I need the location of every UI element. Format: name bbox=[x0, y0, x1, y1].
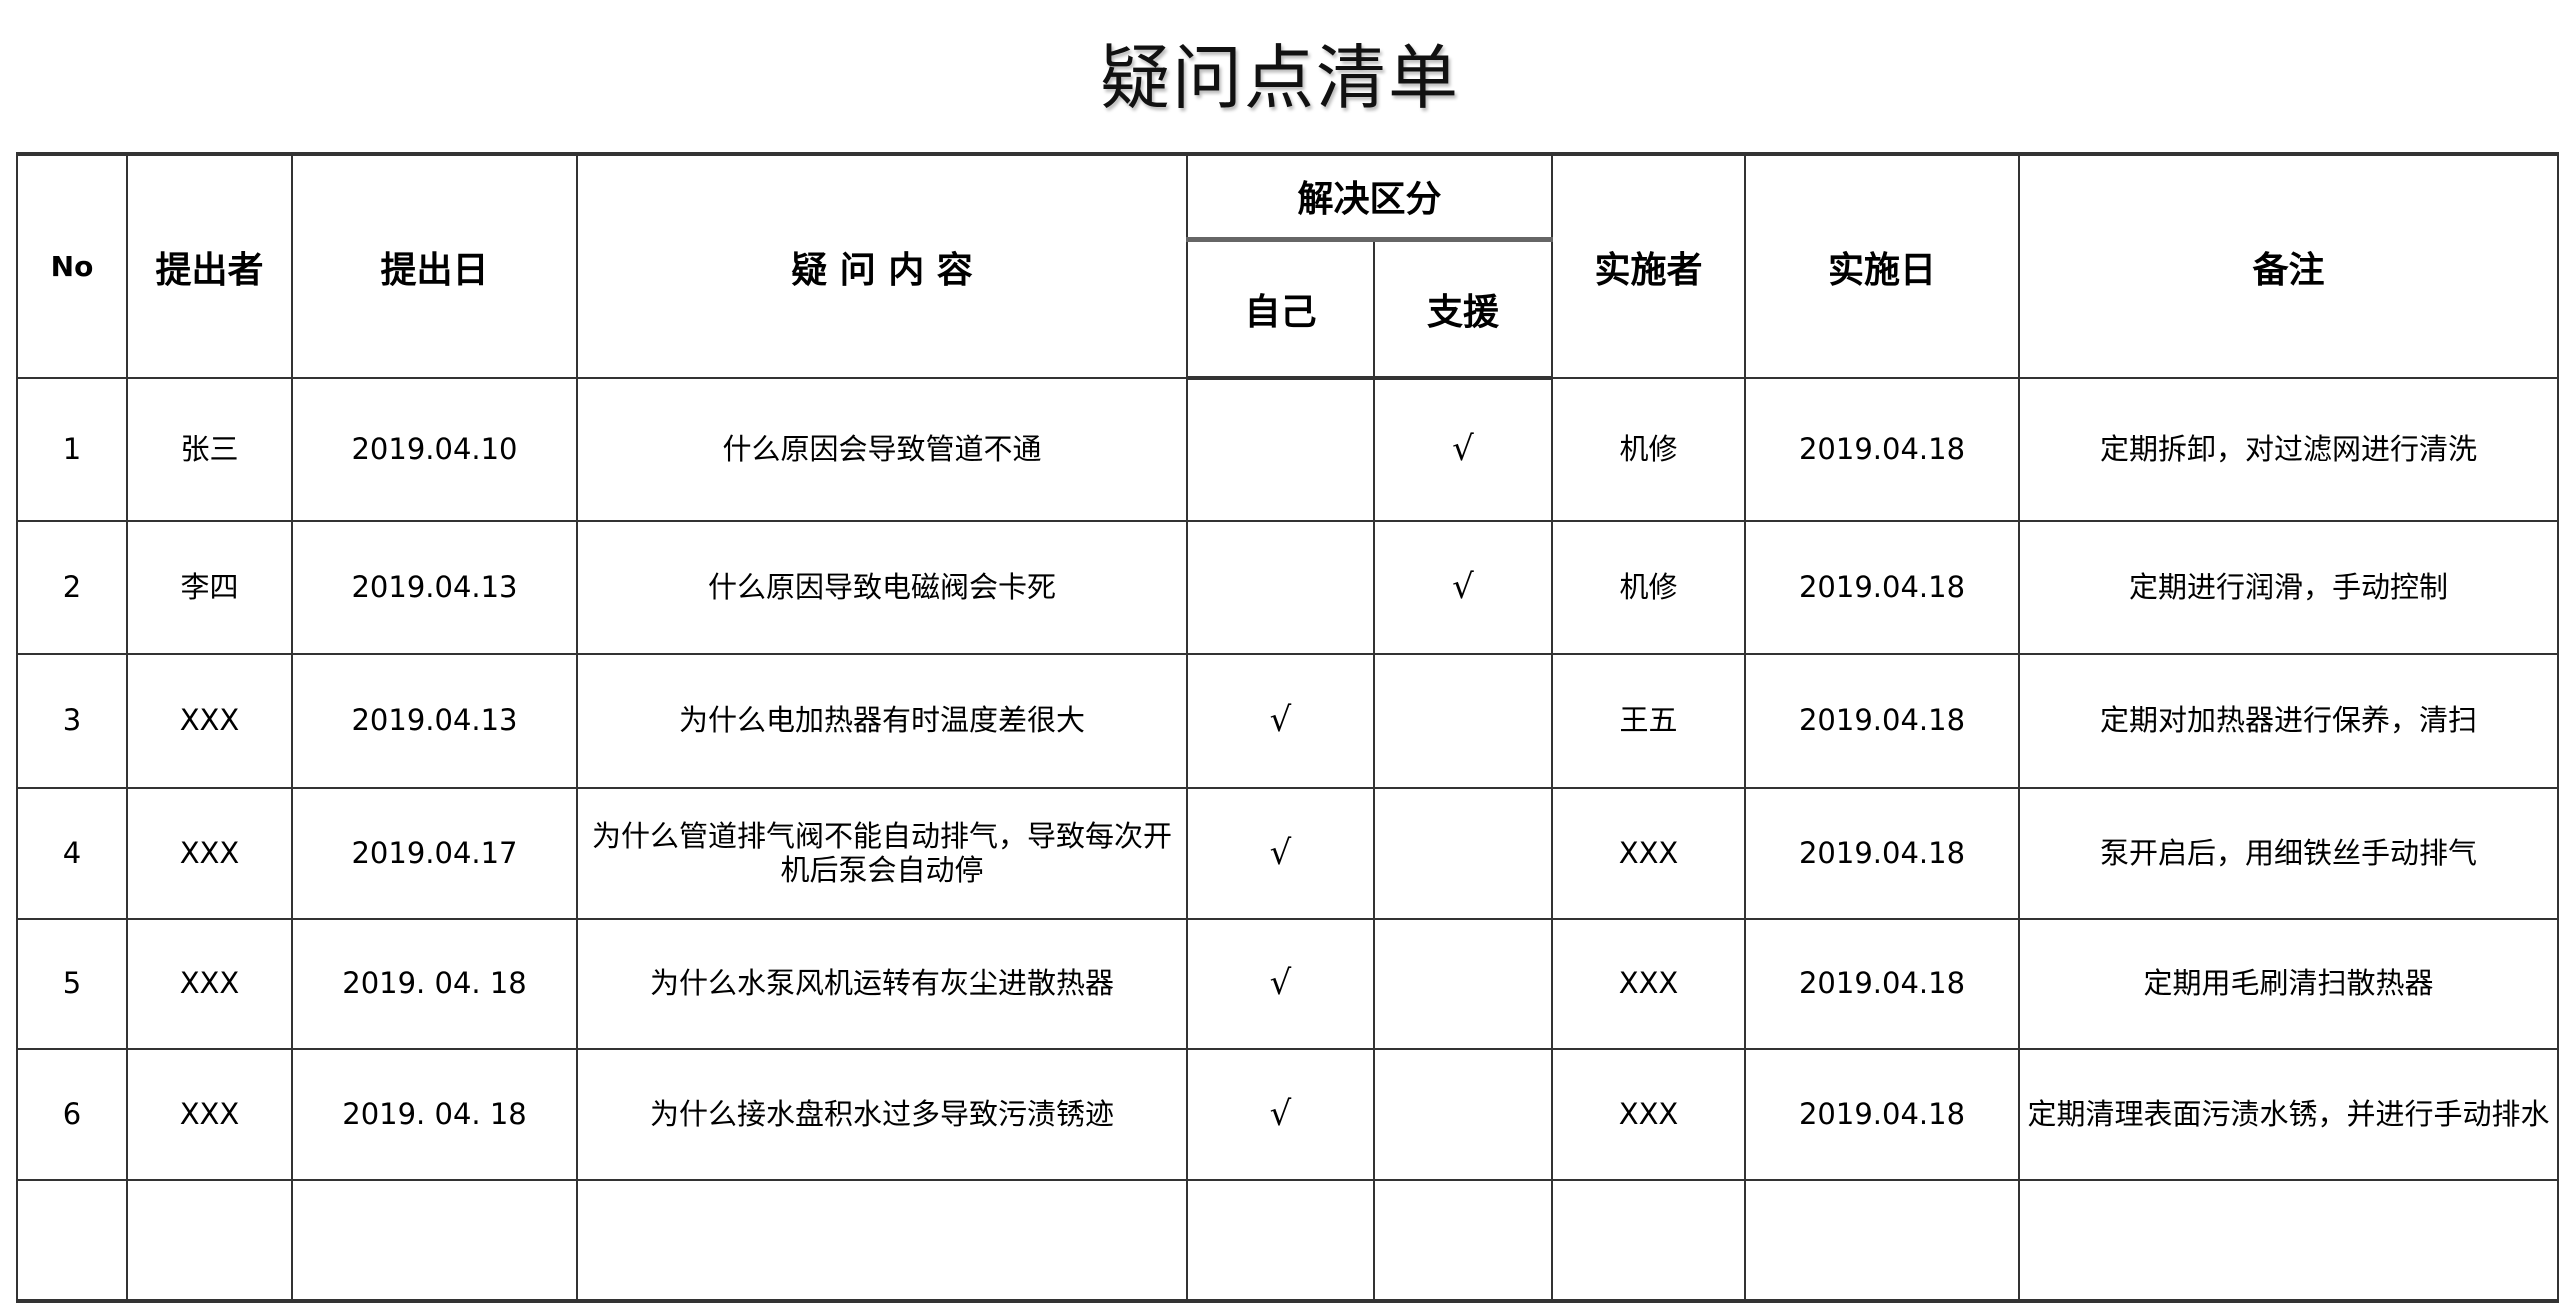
cell-proposer: XXX bbox=[126, 918, 293, 1050]
cell-question: 为什么接水盘积水过多导致污渍锈迹 bbox=[576, 1048, 1188, 1181]
header-resolution-group: 解决区分 bbox=[1185, 152, 1554, 242]
cell-proposer: 张三 bbox=[126, 377, 293, 522]
cell-self bbox=[1186, 520, 1375, 655]
cell-question: 为什么电加热器有时温度差很大 bbox=[576, 653, 1188, 789]
cell-question: 什么原因导致电磁阀会卡死 bbox=[576, 520, 1188, 655]
header-support: 支援 bbox=[1372, 238, 1554, 380]
cell-question bbox=[576, 1179, 1188, 1303]
cell-support bbox=[1372, 1048, 1554, 1181]
cell-support: √ bbox=[1372, 520, 1554, 655]
cell-support bbox=[1372, 787, 1554, 920]
page-title: 疑问点清单 bbox=[1100, 37, 1460, 119]
cell-proposer: XXX bbox=[126, 653, 293, 789]
cell-propose-date: 2019. 04. 18 bbox=[291, 1048, 578, 1181]
cell-self: √ bbox=[1186, 653, 1375, 789]
cell-implementer: XXX bbox=[1551, 918, 1747, 1050]
table-row: 3 XXX 2019.04.13 为什么电加热器有时温度差很大 √ 王五 2019.04.1… bbox=[16, 653, 2560, 789]
cell-self: √ bbox=[1186, 918, 1375, 1050]
header-proposer: 提出者 bbox=[126, 152, 293, 379]
cell-propose-date: 2019.04.17 bbox=[291, 787, 578, 920]
cell-implementer: XXX bbox=[1551, 787, 1747, 920]
cell-remarks: 定期清理表面污渍水锈，并进行手动排水 bbox=[2018, 1048, 2560, 1181]
cell-remarks: 定期用毛刷清扫散热器 bbox=[2018, 918, 2560, 1050]
cell-no: 6 bbox=[16, 1048, 128, 1181]
cell-implement-date: 2019.04.18 bbox=[1744, 918, 2021, 1050]
cell-proposer bbox=[126, 1179, 293, 1303]
cell-no: 5 bbox=[16, 918, 128, 1050]
cell-implement-date bbox=[1744, 1179, 2021, 1303]
cell-support bbox=[1372, 653, 1554, 789]
cell-implementer bbox=[1551, 1179, 1747, 1303]
cell-remarks: 定期拆卸，对过滤网进行清洗 bbox=[2018, 377, 2560, 522]
cell-no: 1 bbox=[16, 377, 128, 522]
table-row: 6 XXX 2019. 04. 18 为什么接水盘积水过多导致污渍锈迹 √ XXX 2019… bbox=[16, 1048, 2560, 1181]
cell-support: √ bbox=[1372, 377, 1554, 522]
cell-self bbox=[1186, 1179, 1375, 1303]
table-row: 2 李四 2019.04.13 什么原因导致电磁阀会卡死 √ 机修 2019.04.18 定期… bbox=[16, 520, 2560, 655]
cell-question: 为什么水泵风机运转有灰尘进散热器 bbox=[576, 918, 1188, 1050]
table-row bbox=[16, 1179, 2560, 1303]
table-row: 5 XXX 2019. 04. 18 为什么水泵风机运转有灰尘进散热器 √ XXX 2019… bbox=[16, 918, 2560, 1050]
cell-propose-date: 2019. 04. 18 bbox=[291, 918, 578, 1050]
cell-question: 为什么管道排气阀不能自动排气，导致每次开机后泵会自动停 bbox=[576, 787, 1188, 920]
cell-question: 什么原因会导致管道不通 bbox=[576, 377, 1188, 522]
table-row: 1 张三 2019.04.10 什么原因会导致管道不通 √ 机修 2019.04.18 定期拆… bbox=[16, 377, 2560, 522]
cell-propose-date bbox=[291, 1179, 578, 1303]
cell-implement-date: 2019.04.18 bbox=[1744, 1048, 2021, 1181]
header-propose-date: 提出日 bbox=[291, 152, 578, 379]
cell-remarks: 定期对加热器进行保养，清扫 bbox=[2018, 653, 2560, 789]
cell-implement-date: 2019.04.18 bbox=[1744, 787, 2021, 920]
cell-remarks: 泵开启后，用细铁丝手动排气 bbox=[2018, 787, 2560, 920]
cell-propose-date: 2019.04.13 bbox=[291, 520, 578, 655]
header-remarks: 备注 bbox=[2018, 152, 2560, 379]
cell-self bbox=[1186, 377, 1375, 522]
cell-support bbox=[1372, 1179, 1554, 1303]
question-list-table: No 提出者 提出日 疑 问 内 容 解决区分 实施者 实施日 备注 自己 支援… bbox=[16, 152, 2560, 1303]
header-no: No bbox=[16, 152, 128, 379]
cell-implement-date: 2019.04.18 bbox=[1744, 653, 2021, 789]
cell-no: 2 bbox=[16, 520, 128, 655]
cell-implement-date: 2019.04.18 bbox=[1744, 520, 2021, 655]
cell-support bbox=[1372, 918, 1554, 1050]
header-self: 自己 bbox=[1186, 238, 1375, 380]
cell-no: 4 bbox=[16, 787, 128, 920]
cell-implementer: XXX bbox=[1551, 1048, 1747, 1181]
cell-remarks: 定期进行润滑，手动控制 bbox=[2018, 520, 2560, 655]
cell-implementer: 机修 bbox=[1551, 520, 1747, 655]
header-implementer: 实施者 bbox=[1551, 152, 1747, 379]
cell-implementer: 王五 bbox=[1551, 653, 1747, 789]
table-row: 4 XXX 2019.04.17 为什么管道排气阀不能自动排气，导致每次开机后泵会自动… bbox=[16, 787, 2560, 920]
cell-implement-date: 2019.04.18 bbox=[1744, 377, 2021, 522]
cell-no: 3 bbox=[16, 653, 128, 789]
cell-implementer: 机修 bbox=[1551, 377, 1747, 522]
header-question: 疑 问 内 容 bbox=[576, 152, 1188, 379]
header-implement-date: 实施日 bbox=[1744, 152, 2021, 379]
cell-no bbox=[16, 1179, 128, 1303]
cell-propose-date: 2019.04.13 bbox=[291, 653, 578, 789]
cell-proposer: XXX bbox=[126, 787, 293, 920]
cell-proposer: 李四 bbox=[126, 520, 293, 655]
cell-remarks bbox=[2018, 1179, 2560, 1303]
cell-propose-date: 2019.04.10 bbox=[291, 377, 578, 522]
cell-self: √ bbox=[1186, 1048, 1375, 1181]
cell-self: √ bbox=[1186, 787, 1375, 920]
cell-proposer: XXX bbox=[126, 1048, 293, 1181]
